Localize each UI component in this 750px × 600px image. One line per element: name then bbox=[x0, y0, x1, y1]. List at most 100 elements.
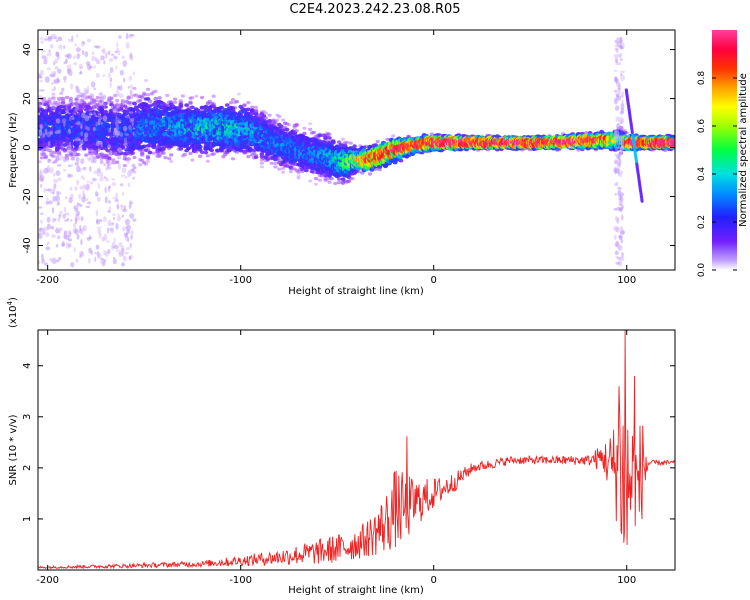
spectrogram-cell bbox=[284, 127, 290, 132]
spectrogram-cell bbox=[242, 103, 247, 108]
spectrogram-cell bbox=[145, 87, 151, 91]
spectrogram-cell bbox=[230, 157, 236, 161]
spectrogram-cell bbox=[132, 86, 137, 91]
spectrogram-cell bbox=[111, 161, 116, 165]
spectrogram-cell bbox=[236, 92, 241, 96]
spectrogram-cell bbox=[286, 123, 291, 127]
spectrogram-cell bbox=[68, 99, 74, 103]
spectrogram-cell bbox=[190, 158, 195, 162]
spectrogram-cell bbox=[144, 79, 149, 82]
spectrogram-cell bbox=[267, 113, 272, 117]
spectrogram-cell bbox=[336, 180, 342, 185]
spectrogram-cell bbox=[91, 141, 97, 146]
spectrogram-cell bbox=[99, 107, 105, 112]
spectrogram-cell bbox=[232, 106, 238, 110]
spectrogram-cell bbox=[182, 152, 187, 157]
spectrogram-cell bbox=[165, 93, 170, 98]
spectrogram-cell bbox=[281, 170, 286, 174]
spectrogram-cell bbox=[169, 160, 174, 163]
spectrogram-cell bbox=[250, 105, 255, 109]
spectrogram-cell bbox=[62, 143, 68, 147]
spectrogram-cell bbox=[311, 130, 317, 135]
spectrogram-cell bbox=[230, 98, 236, 102]
spectrogram-cell bbox=[346, 179, 351, 183]
spectrogram-cell bbox=[147, 150, 153, 155]
spectrogram-cell bbox=[375, 140, 380, 144]
spectrogram-cell bbox=[329, 176, 334, 181]
spectrogram-cell bbox=[157, 154, 162, 158]
spectrogram-cell bbox=[87, 133, 93, 138]
spectrogram-cell bbox=[146, 159, 150, 163]
spectrogram-cell bbox=[157, 96, 162, 100]
spectrogram-cell bbox=[333, 181, 338, 186]
spectrogram-cells bbox=[38, 33, 675, 268]
spectrogram-cell bbox=[58, 104, 64, 109]
spectrogram-cell bbox=[80, 106, 85, 110]
spectrogram-cell bbox=[228, 100, 234, 105]
spectrogram-cell bbox=[161, 151, 166, 155]
spectrogram-cell bbox=[330, 139, 336, 144]
spectrogram-cell bbox=[38, 160, 42, 164]
spectrogram-cell bbox=[313, 176, 319, 181]
spectrogram-cell bbox=[180, 94, 185, 98]
spectrogram-cell bbox=[317, 178, 322, 182]
spectrogram-cell bbox=[391, 134, 396, 138]
spectrogram-cell bbox=[205, 154, 210, 158]
spectrogram-cell bbox=[151, 151, 156, 155]
spectrogram-cell bbox=[107, 156, 112, 161]
spectrogram-cell bbox=[169, 153, 174, 157]
spectrogram-cell bbox=[327, 180, 332, 184]
spectrogram-cell bbox=[314, 182, 318, 186]
spectrogram-cell bbox=[60, 101, 66, 105]
spectrogram-cell bbox=[308, 179, 313, 183]
spectrogram-cell bbox=[263, 111, 268, 115]
spectrogram-cell bbox=[194, 150, 199, 154]
spectrogram-cell bbox=[64, 153, 70, 157]
spectrogram-cell bbox=[153, 96, 158, 101]
spectrogram-cell bbox=[76, 152, 81, 157]
spectrogram-cell bbox=[200, 95, 205, 99]
spectrogram-cell bbox=[87, 137, 93, 142]
spectrogram-cell bbox=[109, 100, 114, 105]
spectrogram-cell bbox=[188, 100, 193, 104]
spectrogram-cell bbox=[246, 154, 251, 159]
spectrogram-cell bbox=[302, 131, 307, 135]
spectrogram-cell bbox=[296, 174, 301, 178]
spectrogram-cell bbox=[145, 93, 151, 97]
spectrogram-cell bbox=[142, 93, 147, 97]
spectrogram-cell bbox=[211, 102, 216, 106]
spectrogram-cell bbox=[308, 127, 313, 131]
spectrogram-cell bbox=[144, 162, 149, 166]
spectrogram-cell bbox=[246, 101, 251, 105]
spectrogram-cell bbox=[234, 99, 239, 104]
spectrogram-cell bbox=[138, 98, 143, 103]
spectrogram-cell bbox=[178, 102, 184, 107]
spectrogram-cell bbox=[190, 96, 195, 100]
spectrogram-cell bbox=[47, 97, 52, 101]
spectrogram-cell bbox=[95, 148, 101, 152]
spectrogram-cell bbox=[167, 157, 172, 161]
spectrogram-cell bbox=[254, 105, 259, 109]
spectrogram-cell bbox=[253, 155, 259, 159]
spectrogram-cell bbox=[173, 97, 178, 101]
spectrogram-cell bbox=[130, 151, 135, 155]
spectrogram-cell bbox=[51, 92, 56, 96]
spectrogram-cell bbox=[269, 161, 274, 165]
spectrogram-cell bbox=[93, 99, 98, 103]
spectrogram-cell bbox=[348, 141, 353, 145]
spectrogram-cell bbox=[81, 144, 87, 148]
spectrogram-cell bbox=[275, 118, 280, 122]
spectrogram-cell bbox=[57, 101, 62, 105]
spectrogram-cell bbox=[350, 177, 355, 181]
spectrogram-cell bbox=[327, 132, 332, 136]
spectrogram-cell bbox=[294, 123, 299, 127]
spectrogram-cell bbox=[64, 95, 70, 99]
spectrogram-cell bbox=[263, 116, 268, 120]
spectrogram-cell bbox=[84, 153, 89, 157]
spectrogram-cell bbox=[56, 112, 62, 117]
spectrogram-cell bbox=[277, 167, 282, 171]
spectrogram-cell bbox=[288, 170, 293, 174]
spectrogram-cell bbox=[308, 122, 313, 126]
spectrogram-cell bbox=[51, 154, 56, 158]
